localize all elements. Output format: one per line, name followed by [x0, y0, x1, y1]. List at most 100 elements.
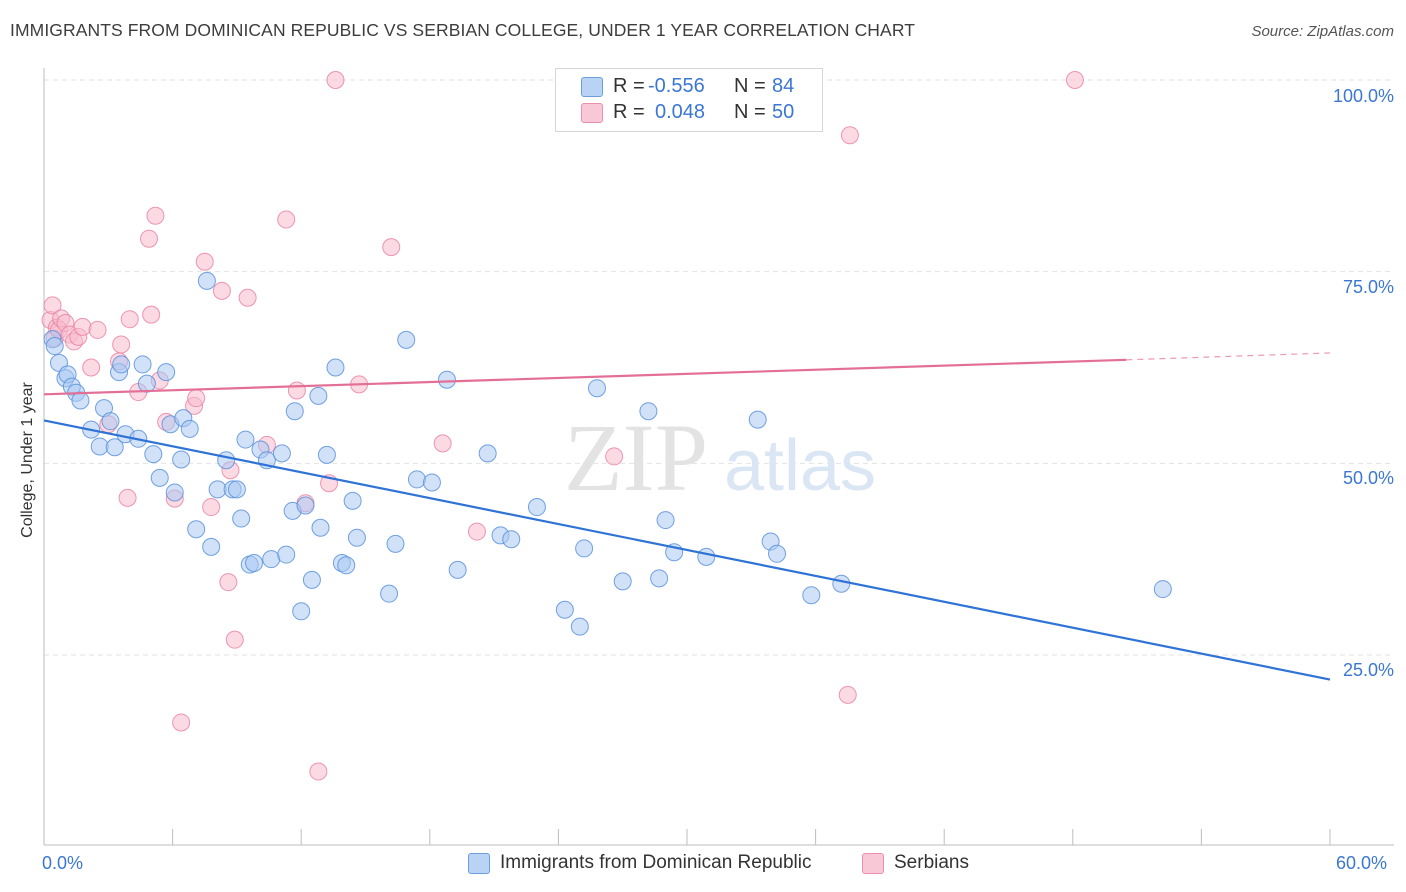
dominican-point [802, 586, 821, 605]
bottom-legend-label-dominican: Immigrants from Dominican Republic [500, 852, 812, 873]
dominican-point [172, 450, 191, 469]
dominican-point [101, 412, 120, 431]
watermark: ZIP atlas [564, 404, 876, 511]
dominican-point [697, 547, 716, 566]
dominican-point [133, 355, 152, 374]
bottom-legend-swatch-dominican [468, 853, 490, 874]
serbian-point [202, 498, 221, 517]
dominican-point [347, 528, 366, 547]
serbian-point [326, 71, 345, 89]
dominican-point [217, 451, 236, 470]
dominican-point [437, 370, 456, 389]
legend-swatch-dominican [581, 77, 603, 97]
dominican-point [380, 584, 399, 603]
dominican-point [317, 445, 336, 464]
dominican-point [236, 430, 255, 449]
legend-row-serbian: R = 0.048 N = 50 [556, 100, 822, 126]
y-axis-label: College, Under 1 year [19, 382, 36, 538]
dominican-point [277, 545, 296, 564]
serbian-point [88, 320, 107, 339]
dominican-point [337, 556, 356, 575]
serbian-point [146, 206, 165, 225]
x-tick-label-min: 0.0% [42, 853, 84, 873]
dominican-point [386, 534, 405, 553]
serbian-point [1065, 71, 1084, 89]
correlation-legend: R = -0.556 N = 84 R = 0.048 N = 50 [555, 68, 823, 132]
dominican-point [232, 509, 251, 528]
watermark-zip: ZIP [564, 404, 708, 511]
dominican-point [311, 518, 330, 537]
dominican-trend-line [43, 419, 1331, 681]
dominican-point [527, 498, 546, 517]
dominican-point [292, 602, 311, 621]
dominican-point [71, 391, 90, 410]
serbian-point [140, 229, 159, 248]
legend-n-value: 84 [772, 75, 795, 97]
dominican-point [302, 570, 321, 589]
x-tick-label-max: 60.0% [1336, 853, 1388, 873]
serbian-point [838, 685, 857, 704]
y-tick-label-100: 100.0% [1332, 86, 1394, 106]
dominican-point [227, 480, 246, 499]
dominican-point [613, 572, 632, 591]
dominican-point [1153, 580, 1172, 599]
serbian-point [605, 447, 624, 466]
dominican-point [448, 560, 467, 579]
dominican-point [326, 358, 345, 377]
dominican-point [45, 337, 64, 356]
dominican-point [137, 374, 156, 393]
serbian-point [73, 317, 92, 336]
serbian-trend-extension [1126, 352, 1331, 361]
dominican-point [208, 480, 227, 499]
dominican-point [180, 419, 199, 438]
dominican-point [245, 554, 264, 572]
watermark-atlas: atlas [724, 426, 876, 506]
dominican-point [570, 617, 589, 636]
dominican-point [165, 483, 184, 502]
axes [43, 68, 1394, 846]
dominican-point [187, 520, 206, 539]
serbian-point [43, 296, 62, 315]
y-tick-label-50: 50.0% [1342, 468, 1394, 488]
trend-lines [43, 352, 1331, 681]
legend-row-dominican: R = -0.556 N = 84 [556, 74, 822, 100]
dominican-point [90, 437, 109, 456]
serbian-point [287, 381, 306, 400]
dominican-point [639, 402, 658, 421]
legend-n-label: N = [734, 101, 766, 123]
serbian-point [433, 434, 452, 453]
dominican-point [112, 355, 131, 374]
serbian-point [840, 126, 859, 145]
dominican-point [105, 438, 124, 457]
dominican-point [285, 402, 304, 421]
serbian-point [225, 630, 244, 649]
dominican-point [555, 600, 574, 619]
legend-r-label: R = [613, 101, 645, 123]
dominican-point [397, 330, 416, 349]
dominican-point [832, 574, 851, 593]
chart-title: IMMIGRANTS FROM DOMINICAN REPUBLIC VS SE… [10, 20, 916, 40]
legend-n-value: 50 [772, 101, 795, 123]
dominican-point [748, 410, 767, 429]
dominican-point [407, 470, 426, 489]
dominican-point [197, 271, 216, 290]
serbian-point [172, 713, 191, 732]
legend-r-label: R = [613, 75, 645, 97]
dominican-point [272, 444, 291, 463]
dominican-point [502, 530, 521, 549]
serbian-point [82, 358, 101, 377]
dominican-point [478, 444, 497, 463]
bottom-legend-label-serbian: Serbians [894, 852, 969, 873]
dominican-point [144, 445, 163, 464]
dominican-point [656, 511, 675, 530]
dominican-point [575, 539, 594, 558]
serbian-trend-line [43, 358, 1127, 396]
serbian-point [112, 335, 131, 354]
bottom-legend-swatch-serbian [862, 853, 884, 874]
dominican-point [202, 537, 221, 556]
serbian-point [212, 281, 231, 300]
serbian-point [142, 305, 161, 324]
serbian-point [120, 310, 139, 329]
serbian-point [238, 288, 257, 307]
dominican-point [343, 491, 362, 510]
